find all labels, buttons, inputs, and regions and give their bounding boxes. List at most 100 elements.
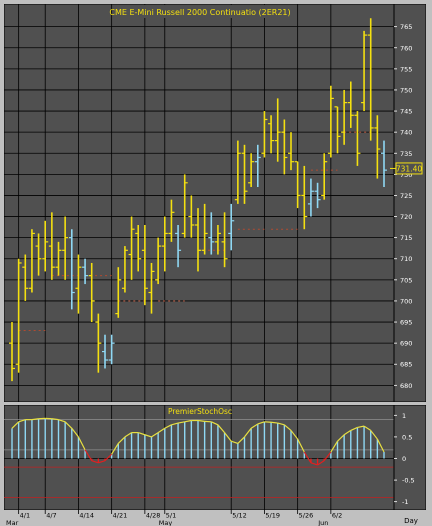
- price-tick-label: 710: [400, 255, 412, 263]
- osc-line-segment: [58, 419, 66, 423]
- price-tick-label: 720: [400, 213, 412, 221]
- osc-line-segment: [138, 432, 146, 436]
- ohlc-bar: [95, 313, 102, 373]
- price-chart[interactable]: CME E-Mini Russell 2000 Continuatio (2ER…: [4, 4, 426, 402]
- osc-tick-label: -1: [402, 498, 408, 506]
- osc-line-segment: [184, 419, 192, 423]
- ohlc-bar: [135, 224, 142, 272]
- price-tick-label: 750: [400, 86, 412, 94]
- osc-line-segment: [124, 432, 132, 438]
- osc-line-segment: [257, 421, 265, 425]
- osc-line-segment: [237, 436, 245, 444]
- price-tick-label: 700: [400, 297, 412, 305]
- price-tick-label: 745: [400, 108, 412, 116]
- oscillator-axis-bg: [393, 405, 426, 510]
- ohlc-bar: [82, 258, 89, 285]
- ohlc-bar: [274, 98, 281, 162]
- price-tick-label: 680: [400, 382, 412, 390]
- ohlc-bar: [141, 224, 148, 306]
- osc-line-segment: [77, 436, 86, 451]
- time-tick-label: 6/2: [332, 512, 342, 520]
- osc-tick-label: 1: [402, 412, 406, 420]
- osc-line-segment: [91, 460, 99, 464]
- osc-line-segment: [144, 434, 152, 438]
- osc-line-segment: [84, 449, 93, 461]
- time-major-label: Jun: [317, 519, 328, 526]
- price-tick-label: 740: [400, 129, 412, 137]
- ohlc-bar: [347, 81, 354, 128]
- osc-line-segment: [303, 451, 312, 464]
- osc-line-segment: [51, 418, 59, 421]
- ohlc-bar: [102, 334, 108, 369]
- ohlc-bar: [15, 258, 22, 373]
- price-tick-label: 765: [400, 23, 412, 31]
- ohlc-bar: [175, 224, 182, 268]
- osc-line-segment: [330, 440, 339, 453]
- osc-line-segment: [111, 443, 119, 455]
- osc-line-segment: [370, 430, 378, 440]
- osc-line-segment: [71, 427, 79, 438]
- ohlc-bar: [314, 182, 321, 209]
- oscillator-title: PremierStochOsc: [168, 407, 232, 416]
- ohlc-bar: [261, 111, 268, 158]
- ohlc-bar: [334, 106, 341, 154]
- time-tick-label: 5/26: [299, 512, 314, 520]
- price-tick-label: 690: [400, 340, 412, 348]
- ohlc-bar: [241, 144, 248, 204]
- osc-line-segment: [244, 427, 252, 438]
- ohlc-bar: [361, 30, 368, 112]
- oscillator-histogram: [11, 418, 385, 465]
- oscillator-line: [11, 417, 385, 466]
- osc-line-segment: [290, 430, 299, 440]
- ohlc-bar: [201, 203, 208, 255]
- osc-line-segment: [98, 460, 106, 464]
- chart-title: CME E-Mini Russell 2000 Continuatio (2ER…: [109, 8, 290, 17]
- osc-line-segment: [337, 434, 345, 442]
- ohlc-bar: [35, 233, 42, 276]
- ohlc-bar: [294, 161, 301, 209]
- osc-line-segment: [231, 440, 239, 444]
- osc-line-segment: [270, 421, 278, 424]
- ohlc-bar: [327, 85, 334, 158]
- ohlc-bar: [115, 267, 122, 318]
- time-major-label: Mar: [6, 519, 19, 526]
- ohlc-bar: [381, 140, 387, 188]
- osc-line-segment: [31, 418, 39, 421]
- price-tick-label: 755: [400, 65, 412, 73]
- time-major-label: May: [159, 519, 173, 526]
- ohlc-bar: [288, 132, 294, 171]
- price-tick-label: 685: [400, 361, 412, 369]
- price-plot-area: [4, 4, 395, 402]
- osc-line-segment: [11, 421, 20, 429]
- ohlc-bar: [22, 254, 29, 301]
- ohlc-bar: [155, 237, 162, 285]
- osc-line-segment: [350, 426, 358, 431]
- price-tick-label: 725: [400, 192, 412, 200]
- ohlc-bar: [195, 208, 201, 272]
- price-axis: 680 685 690 695 700 705 710 715 720 725 730 735 740 7…: [394, 23, 412, 390]
- time-tick-label: 4/14: [79, 512, 94, 520]
- osc-line-segment: [343, 429, 352, 436]
- osc-line-segment: [297, 438, 305, 453]
- time-tick-label: 4/21: [113, 512, 128, 520]
- osc-line-segment: [104, 453, 113, 462]
- osc-line-segment: [171, 422, 179, 426]
- ohlc-bar: [268, 115, 275, 154]
- ohlc-bar: [307, 178, 314, 217]
- ohlc-bar: [374, 115, 381, 179]
- price-tick-label: 760: [400, 44, 412, 52]
- ohlc-bar: [281, 119, 288, 175]
- osc-line-segment: [217, 424, 226, 433]
- time-ticks: 4/1 4/7 4/14 4/21 4/28 5/1 5/12 5/19 5/26 6/2 Mar M…: [6, 510, 342, 526]
- osc-line-segment: [317, 460, 325, 466]
- time-tick-label: 4/7: [46, 512, 56, 520]
- ohlc-bar: [321, 153, 328, 200]
- osc-line-segment: [177, 421, 185, 424]
- ohlc-bar: [148, 262, 155, 314]
- oscillator-panel[interactable]: PremierStochOsc 1 0.5 0 -0.5 -1: [4, 405, 426, 510]
- ohlc-bar: [188, 195, 195, 238]
- ohlc-bar: [341, 89, 348, 145]
- ohlc-bar: [88, 262, 95, 323]
- ohlc-bar: [168, 199, 175, 242]
- price-tick-label: 730: [400, 171, 412, 179]
